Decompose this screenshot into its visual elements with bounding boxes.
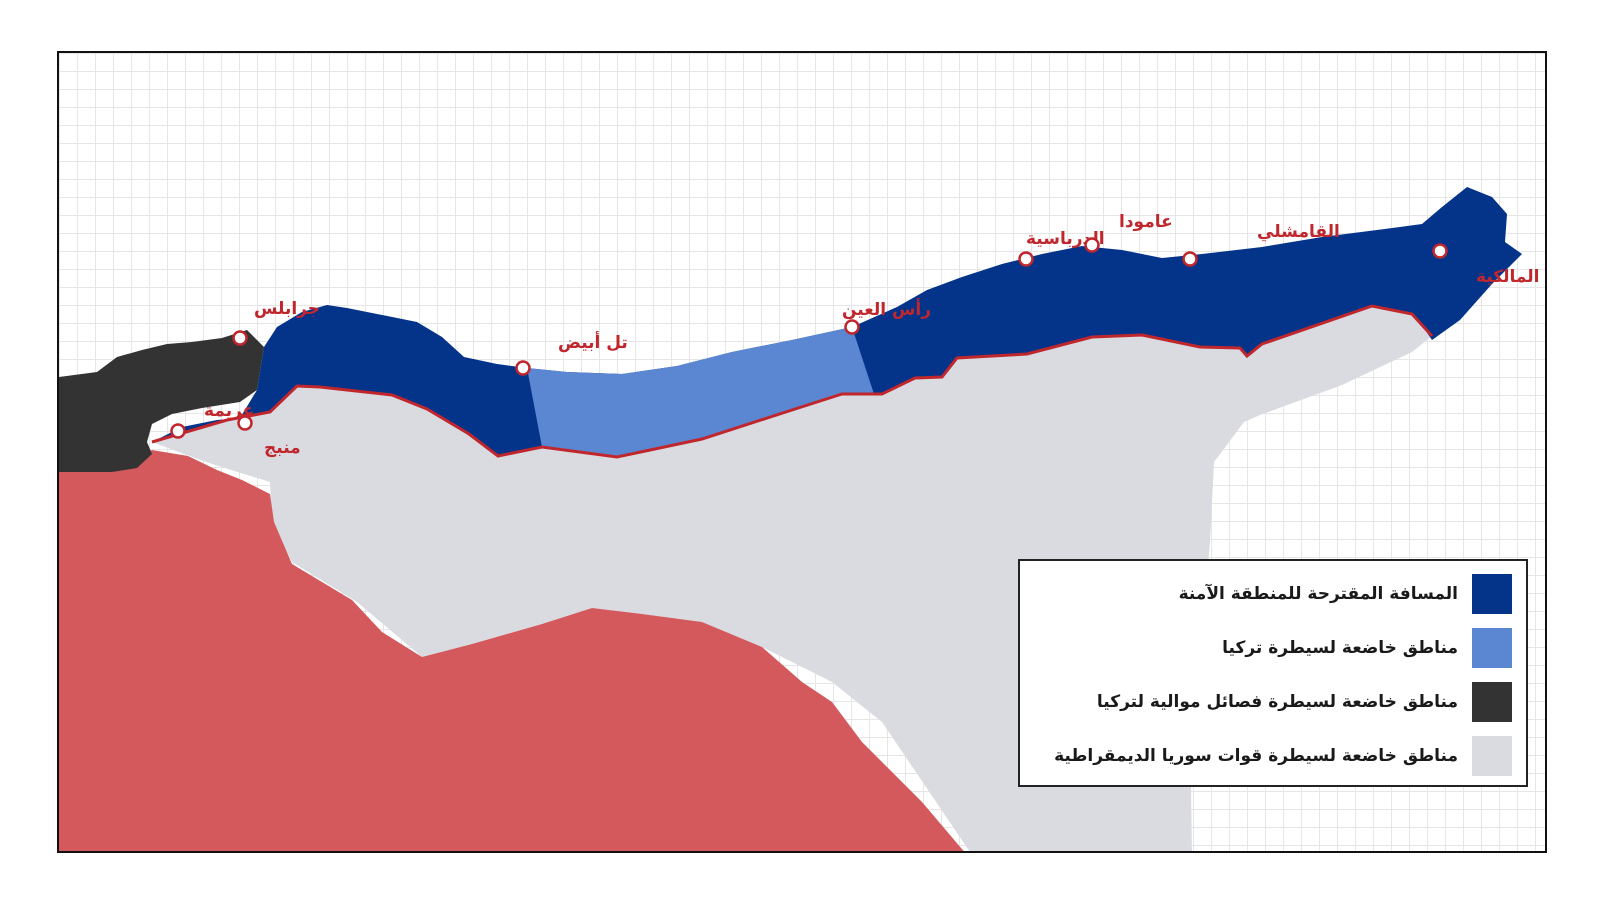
- swatch-turkey-icon: [1472, 628, 1512, 668]
- legend-item-sdf: مناطق خاضعة لسيطرة قوات سوريا الديمقراطي…: [1034, 729, 1512, 783]
- city-label: رأس العين: [842, 298, 931, 320]
- swatch-safe-zone-icon: [1472, 574, 1512, 614]
- city-label: عريمة: [204, 401, 254, 421]
- swatch-sdf-icon: [1472, 736, 1512, 776]
- region-turkey: [527, 327, 874, 457]
- region-pro-turkey: [59, 330, 264, 472]
- legend-item-pro-turkey: مناطق خاضعة لسيطرة فصائل موالية لتركيا: [1034, 675, 1512, 729]
- city-marker-qamishli: القامشلي: [1182, 222, 1340, 267]
- legend-item-safe-zone: المسافة المقترحة للمنطقة الآمنة: [1034, 567, 1512, 621]
- region-other: [59, 450, 964, 851]
- city-marker-malikiyah: المالكية: [1432, 243, 1540, 287]
- city-marker-tal-abyad: تل أبيض: [515, 331, 628, 376]
- legend-item-turkey: مناطق خاضعة لسيطرة تركيا: [1034, 621, 1512, 675]
- city-marker-ras-al-ain: رأس العين: [842, 298, 931, 335]
- city-marker-arima: عريمة: [170, 401, 254, 439]
- map-frame: جرابلس منبج عريمة تل أبيض رأس العين الدر…: [57, 51, 1547, 853]
- legend-label: المسافة المقترحة للمنطقة الآمنة: [1178, 584, 1458, 604]
- city-label: تل أبيض: [558, 331, 628, 353]
- legend-label: مناطق خاضعة لسيطرة فصائل موالية لتركيا: [1096, 692, 1458, 712]
- city-label: القامشلي: [1257, 222, 1340, 242]
- city-marker-amuda: عامودا: [1084, 212, 1173, 253]
- legend-label: مناطق خاضعة لسيطرة قوات سوريا الديمقراطي…: [1054, 746, 1458, 766]
- city-label: عامودا: [1119, 212, 1173, 232]
- city-marker-jarablus: جرابلس: [232, 299, 320, 346]
- safe-zone-border: [151, 304, 1434, 459]
- city-label: منبج: [264, 438, 301, 458]
- city-label: المالكية: [1476, 267, 1540, 287]
- swatch-pro-turkey-icon: [1472, 682, 1512, 722]
- region-safe-zone: [152, 187, 1522, 457]
- city-label: جرابلس: [254, 299, 320, 319]
- city-marker-manbij: منبج: [237, 415, 301, 458]
- map-legend: المسافة المقترحة للمنطقة الآمنة مناطق خا…: [1018, 559, 1528, 787]
- legend-label: مناطق خاضعة لسيطرة تركيا: [1222, 638, 1458, 658]
